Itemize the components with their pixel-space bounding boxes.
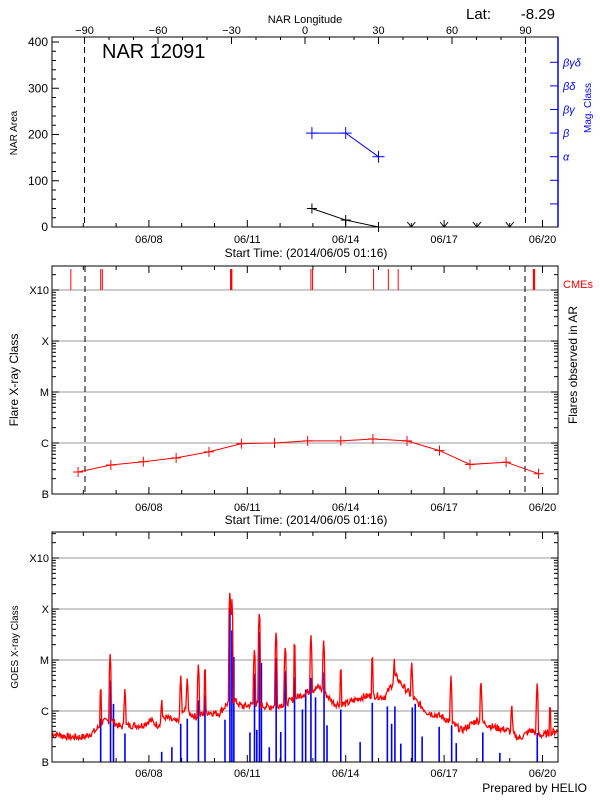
lon-tick-label: −30 (222, 25, 241, 37)
mag-class-tick-label: βγ (562, 105, 576, 117)
flare-class-tick-label: X10 (29, 285, 49, 297)
panel2-frame (51, 265, 559, 495)
goes-class-tick-label: C (41, 706, 49, 718)
y-tick-label: 300 (28, 81, 48, 95)
x-tick-label: 06/08 (135, 502, 163, 514)
panel1-xlabel: Start Time: (2014/06/05 01:16) (225, 246, 388, 260)
flare-series-line (77, 438, 539, 475)
lon-tick-label: 30 (372, 25, 384, 37)
no-data-arrow-icon (406, 221, 416, 228)
x-tick-label: 06/20 (529, 768, 557, 780)
goes-class-tick-label: B (42, 757, 49, 769)
goes-class-tick-label: X (42, 604, 50, 616)
panel2-xlabel: Start Time: (2014/06/05 01:16) (225, 513, 388, 527)
flares-observed-axis-label: Flares observed in AR (566, 306, 580, 424)
x-tick-label: 06/17 (430, 502, 458, 514)
x-tick-label: 06/14 (332, 768, 360, 780)
latitude-value: -8.29 (521, 6, 555, 23)
mag-class-tick-label: β (562, 128, 570, 140)
y-tick-label: 200 (28, 128, 48, 142)
goes-class-tick-label: M (40, 655, 49, 667)
x-tick-label: 06/08 (135, 768, 163, 780)
x-tick-label: 06/14 (332, 502, 360, 514)
x-tick-label: 06/08 (135, 234, 163, 246)
x-tick-label: 06/17 (430, 768, 458, 780)
y-tick-label: 400 (28, 35, 48, 49)
mag-class-tick-label: βγδ (562, 57, 582, 69)
mag-class-tick-label: α (563, 152, 570, 164)
lon-tick-label: 90 (519, 25, 531, 37)
lon-tick-label: −60 (149, 25, 168, 37)
flare-class-axis-label: Flare X-ray Class (7, 334, 21, 427)
footer-credit: Prepared by HELIO (482, 781, 587, 795)
no-data-arrow-icon (439, 221, 449, 228)
flare-class-tick-label: X (42, 336, 50, 348)
top-axis-label: NAR Longitude (268, 14, 343, 26)
flare-class-tick-label: C (41, 438, 49, 450)
goes-class-tick-label: X10 (29, 553, 49, 565)
lon-tick-label: −90 (75, 25, 94, 37)
mag-class-axis-label: Mag. Class (583, 83, 594, 133)
x-tick-label: 06/11 (234, 768, 261, 780)
y-tick-label: 0 (41, 220, 48, 234)
x-tick-label: 06/14 (332, 234, 360, 246)
x-tick-label: 06/20 (529, 234, 557, 246)
y-tick-label: 100 (28, 174, 48, 188)
x-tick-label: 06/11 (234, 502, 261, 514)
x-tick-label: 06/20 (529, 502, 557, 514)
no-data-arrow-icon (472, 221, 482, 228)
lon-tick-label: 0 (302, 25, 308, 37)
panel1-frame (51, 36, 559, 228)
x-tick-label: 06/11 (234, 234, 261, 246)
latitude-label: Lat: (466, 6, 491, 23)
goes-long-flux-line (51, 592, 558, 742)
mag-class-tick-label: βδ (562, 81, 576, 93)
lon-tick-label: 60 (446, 25, 458, 37)
panel3-frame (51, 531, 559, 763)
region-title: NAR 12091 (102, 41, 205, 63)
goes-class-axis-label: GOES X-ray Class (10, 605, 21, 688)
flare-class-tick-label: B (42, 489, 49, 501)
no-data-arrow-icon (505, 221, 515, 228)
x-tick-label: 06/17 (430, 234, 458, 246)
cmes-label: CMEs (563, 279, 593, 291)
nar-area-axis-label: NAR Area (9, 110, 20, 155)
flare-class-tick-label: M (40, 387, 49, 399)
